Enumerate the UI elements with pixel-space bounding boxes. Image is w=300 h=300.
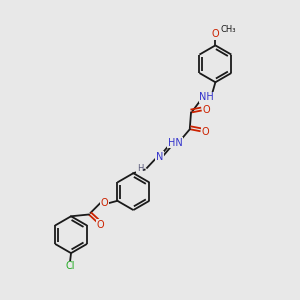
Text: O: O [212,29,219,39]
Text: O: O [203,105,210,115]
Text: CH₃: CH₃ [220,26,236,34]
Text: H: H [137,164,143,173]
Text: O: O [100,198,108,208]
Text: HN: HN [168,138,182,148]
Text: N: N [156,152,163,161]
Text: Cl: Cl [65,261,75,271]
Text: O: O [202,127,209,137]
Text: NH: NH [199,92,214,102]
Text: O: O [96,220,104,230]
